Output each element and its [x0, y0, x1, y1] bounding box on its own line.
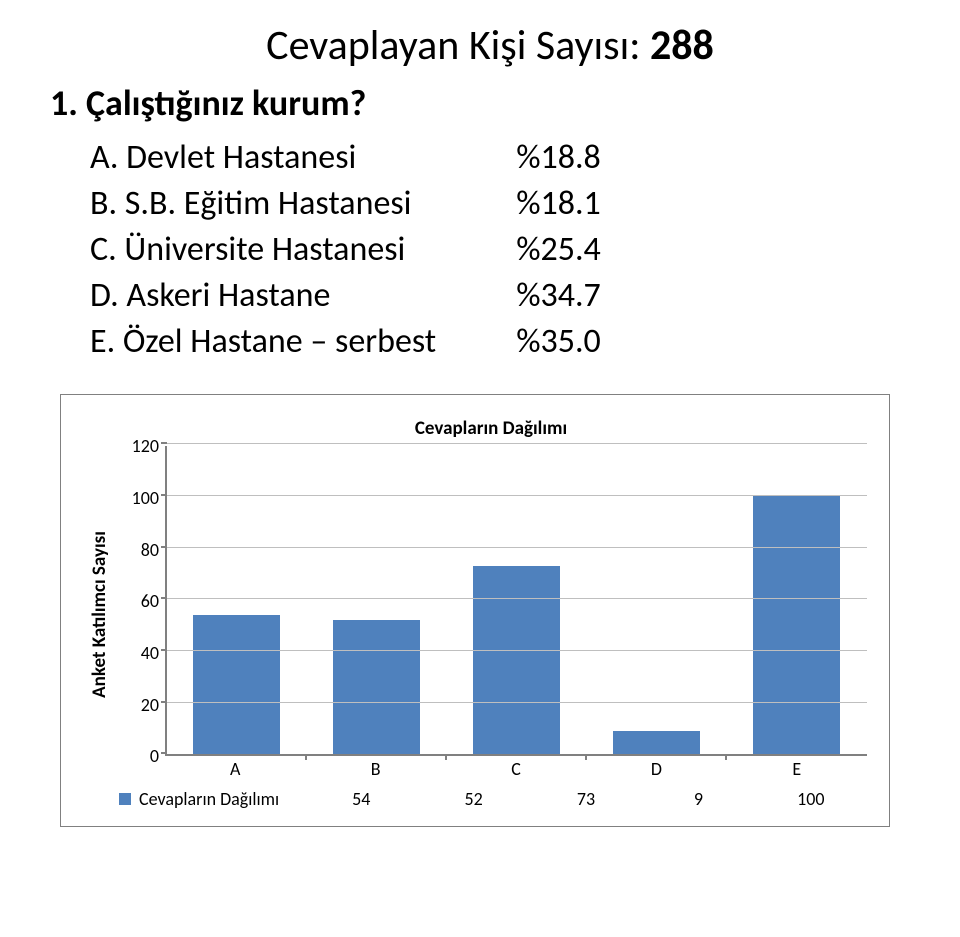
bar-slot	[307, 620, 447, 754]
options-block: A. Devlet Hastanesi B. S.B. Eğitim Hasta…	[50, 135, 930, 364]
option-c-label: C. Üniversite Hastanesi	[90, 227, 436, 273]
legend-value: 52	[417, 786, 529, 812]
y-tick-label: 0	[150, 745, 159, 767]
options-labels: A. Devlet Hastanesi B. S.B. Eğitim Hasta…	[50, 135, 436, 364]
x-tick-label: A	[165, 756, 305, 782]
gridline	[167, 650, 867, 651]
x-labels: ABCDE	[165, 756, 867, 782]
option-e-label: E. Özel Hastane – serbest	[90, 319, 436, 365]
y-tick-label: 60	[141, 590, 159, 612]
legend-values: 5452739100	[197, 786, 867, 812]
bar	[333, 620, 419, 754]
plot-area	[165, 446, 867, 756]
chart-frame: Anket Katılımcı Sayısı Cevapların Dağılı…	[60, 394, 890, 827]
question-text: 1. Çalıştığınız kurum?	[50, 81, 930, 125]
x-tick-mark	[445, 754, 447, 760]
bar-slot	[447, 566, 587, 755]
y-axis-label: Anket Katılımcı Sayısı	[88, 532, 111, 699]
bars-container	[167, 446, 867, 754]
x-tick-label: E	[727, 756, 867, 782]
legend-value: 9	[642, 786, 754, 812]
x-tick-label: C	[446, 756, 586, 782]
x-tick-label: B	[305, 756, 445, 782]
x-tick-mark	[725, 754, 727, 760]
ylabel-wrap: Anket Katılımcı Sayısı	[83, 417, 115, 812]
bar	[753, 496, 839, 754]
bar	[473, 566, 559, 755]
option-b-label: B. S.B. Eğitim Hastanesi	[90, 181, 436, 227]
gridline	[167, 443, 867, 444]
option-a-pct: %18.8	[516, 135, 601, 181]
option-e-pct: %35.0	[516, 319, 601, 365]
y-ticks: 020406080100120	[115, 446, 165, 756]
gridline	[167, 702, 867, 703]
gridline	[167, 495, 867, 496]
bar	[613, 731, 699, 754]
plot-column: Cevapların Dağılımı 0 20 40 60 80 100 120 ABCD…	[115, 417, 867, 812]
page: Cevaplayan Kişi Sayısı: 288 1. Çalıştığı…	[0, 0, 960, 937]
option-a-label: A. Devlet Hastanesi	[90, 135, 436, 181]
x-tick-label: D	[586, 756, 726, 782]
option-d-pct: %34.7	[516, 273, 601, 319]
title-count: 288	[650, 20, 714, 71]
chart-title: Cevapların Dağılımı	[115, 417, 867, 440]
option-c-pct: %25.4	[516, 227, 601, 273]
legend-value: 54	[305, 786, 417, 812]
title-row: Cevaplayan Kişi Sayısı: 288	[50, 20, 930, 71]
plot-row: 020406080100120	[115, 446, 867, 756]
y-tick-label: 100	[132, 487, 159, 509]
y-tick-label: 40	[141, 642, 159, 664]
y-tick-label: 120	[132, 435, 159, 457]
bar	[193, 615, 279, 755]
legend-swatch-icon	[119, 793, 131, 805]
page-title: Cevaplayan Kişi Sayısı: 288	[266, 20, 714, 71]
options-percentages: %18.8 %18.1 %25.4 %34.7 %35.0	[516, 135, 601, 364]
option-d-label: D. Askeri Hastane	[90, 273, 436, 319]
title-prefix: Cevaplayan Kişi Sayısı:	[266, 20, 650, 71]
legend-block: Cevapların Dağılımı 5452739100	[115, 786, 867, 812]
option-b-pct: %18.1	[516, 181, 601, 227]
y-tick-label: 20	[141, 694, 159, 716]
legend-value: 73	[530, 786, 642, 812]
chart-inner: Anket Katılımcı Sayısı Cevapların Dağılı…	[83, 417, 867, 812]
gridline	[167, 598, 867, 599]
bar-slot	[727, 496, 867, 754]
x-tick-mark	[585, 754, 587, 760]
y-tick-label: 80	[141, 539, 159, 561]
bar-slot	[167, 615, 307, 755]
x-tick-mark	[305, 754, 307, 760]
bar-slot	[587, 731, 727, 754]
legend-value: 100	[755, 786, 867, 812]
gridline	[167, 547, 867, 548]
y-tick-mark	[161, 752, 167, 754]
